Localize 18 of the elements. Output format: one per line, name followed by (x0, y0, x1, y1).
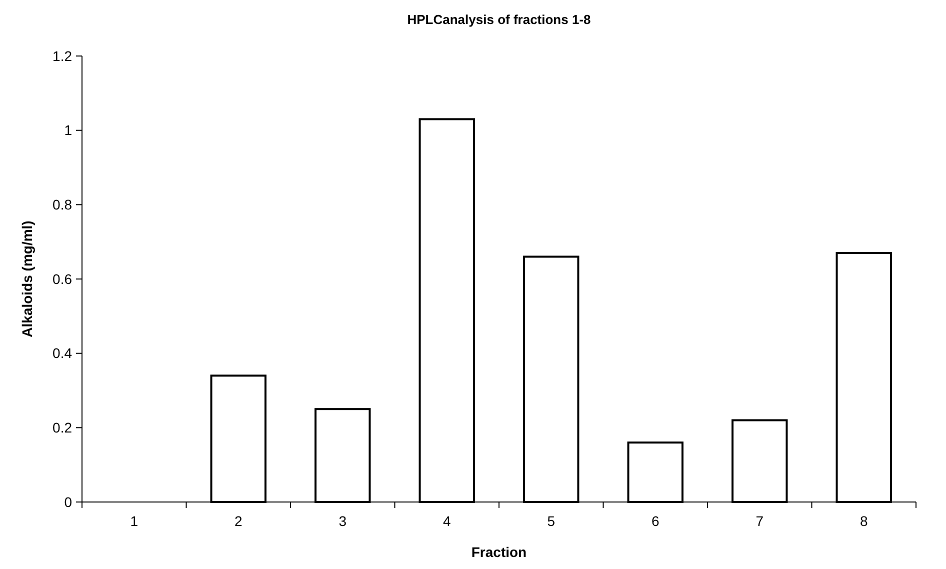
y-axis-title: Alkaloids (mg/ml) (19, 220, 35, 338)
x-tick-label: 2 (234, 513, 242, 529)
x-tick-label: 5 (547, 513, 556, 529)
y-tick-label: 1 (64, 122, 72, 138)
y-tick-label: 1.2 (52, 48, 72, 64)
y-tick-label: 0.4 (52, 345, 72, 362)
x-axis-title: Fraction (471, 544, 527, 560)
x-tick-label: 1 (130, 513, 138, 529)
x-tick-label: 8 (860, 513, 868, 529)
x-tick-label: 7 (756, 513, 764, 529)
y-tick-label: 0.8 (52, 196, 72, 213)
y-tick-label: 0.6 (52, 270, 72, 287)
y-tick-label: 0 (64, 494, 72, 510)
y-tick-label: 0.2 (52, 420, 72, 436)
x-tick-label: 6 (651, 513, 660, 529)
x-tick-label: 3 (338, 513, 347, 529)
chart-title: HPLCanalysis of fractions 1-8 (407, 12, 591, 27)
x-tick-label: 4 (442, 513, 451, 529)
